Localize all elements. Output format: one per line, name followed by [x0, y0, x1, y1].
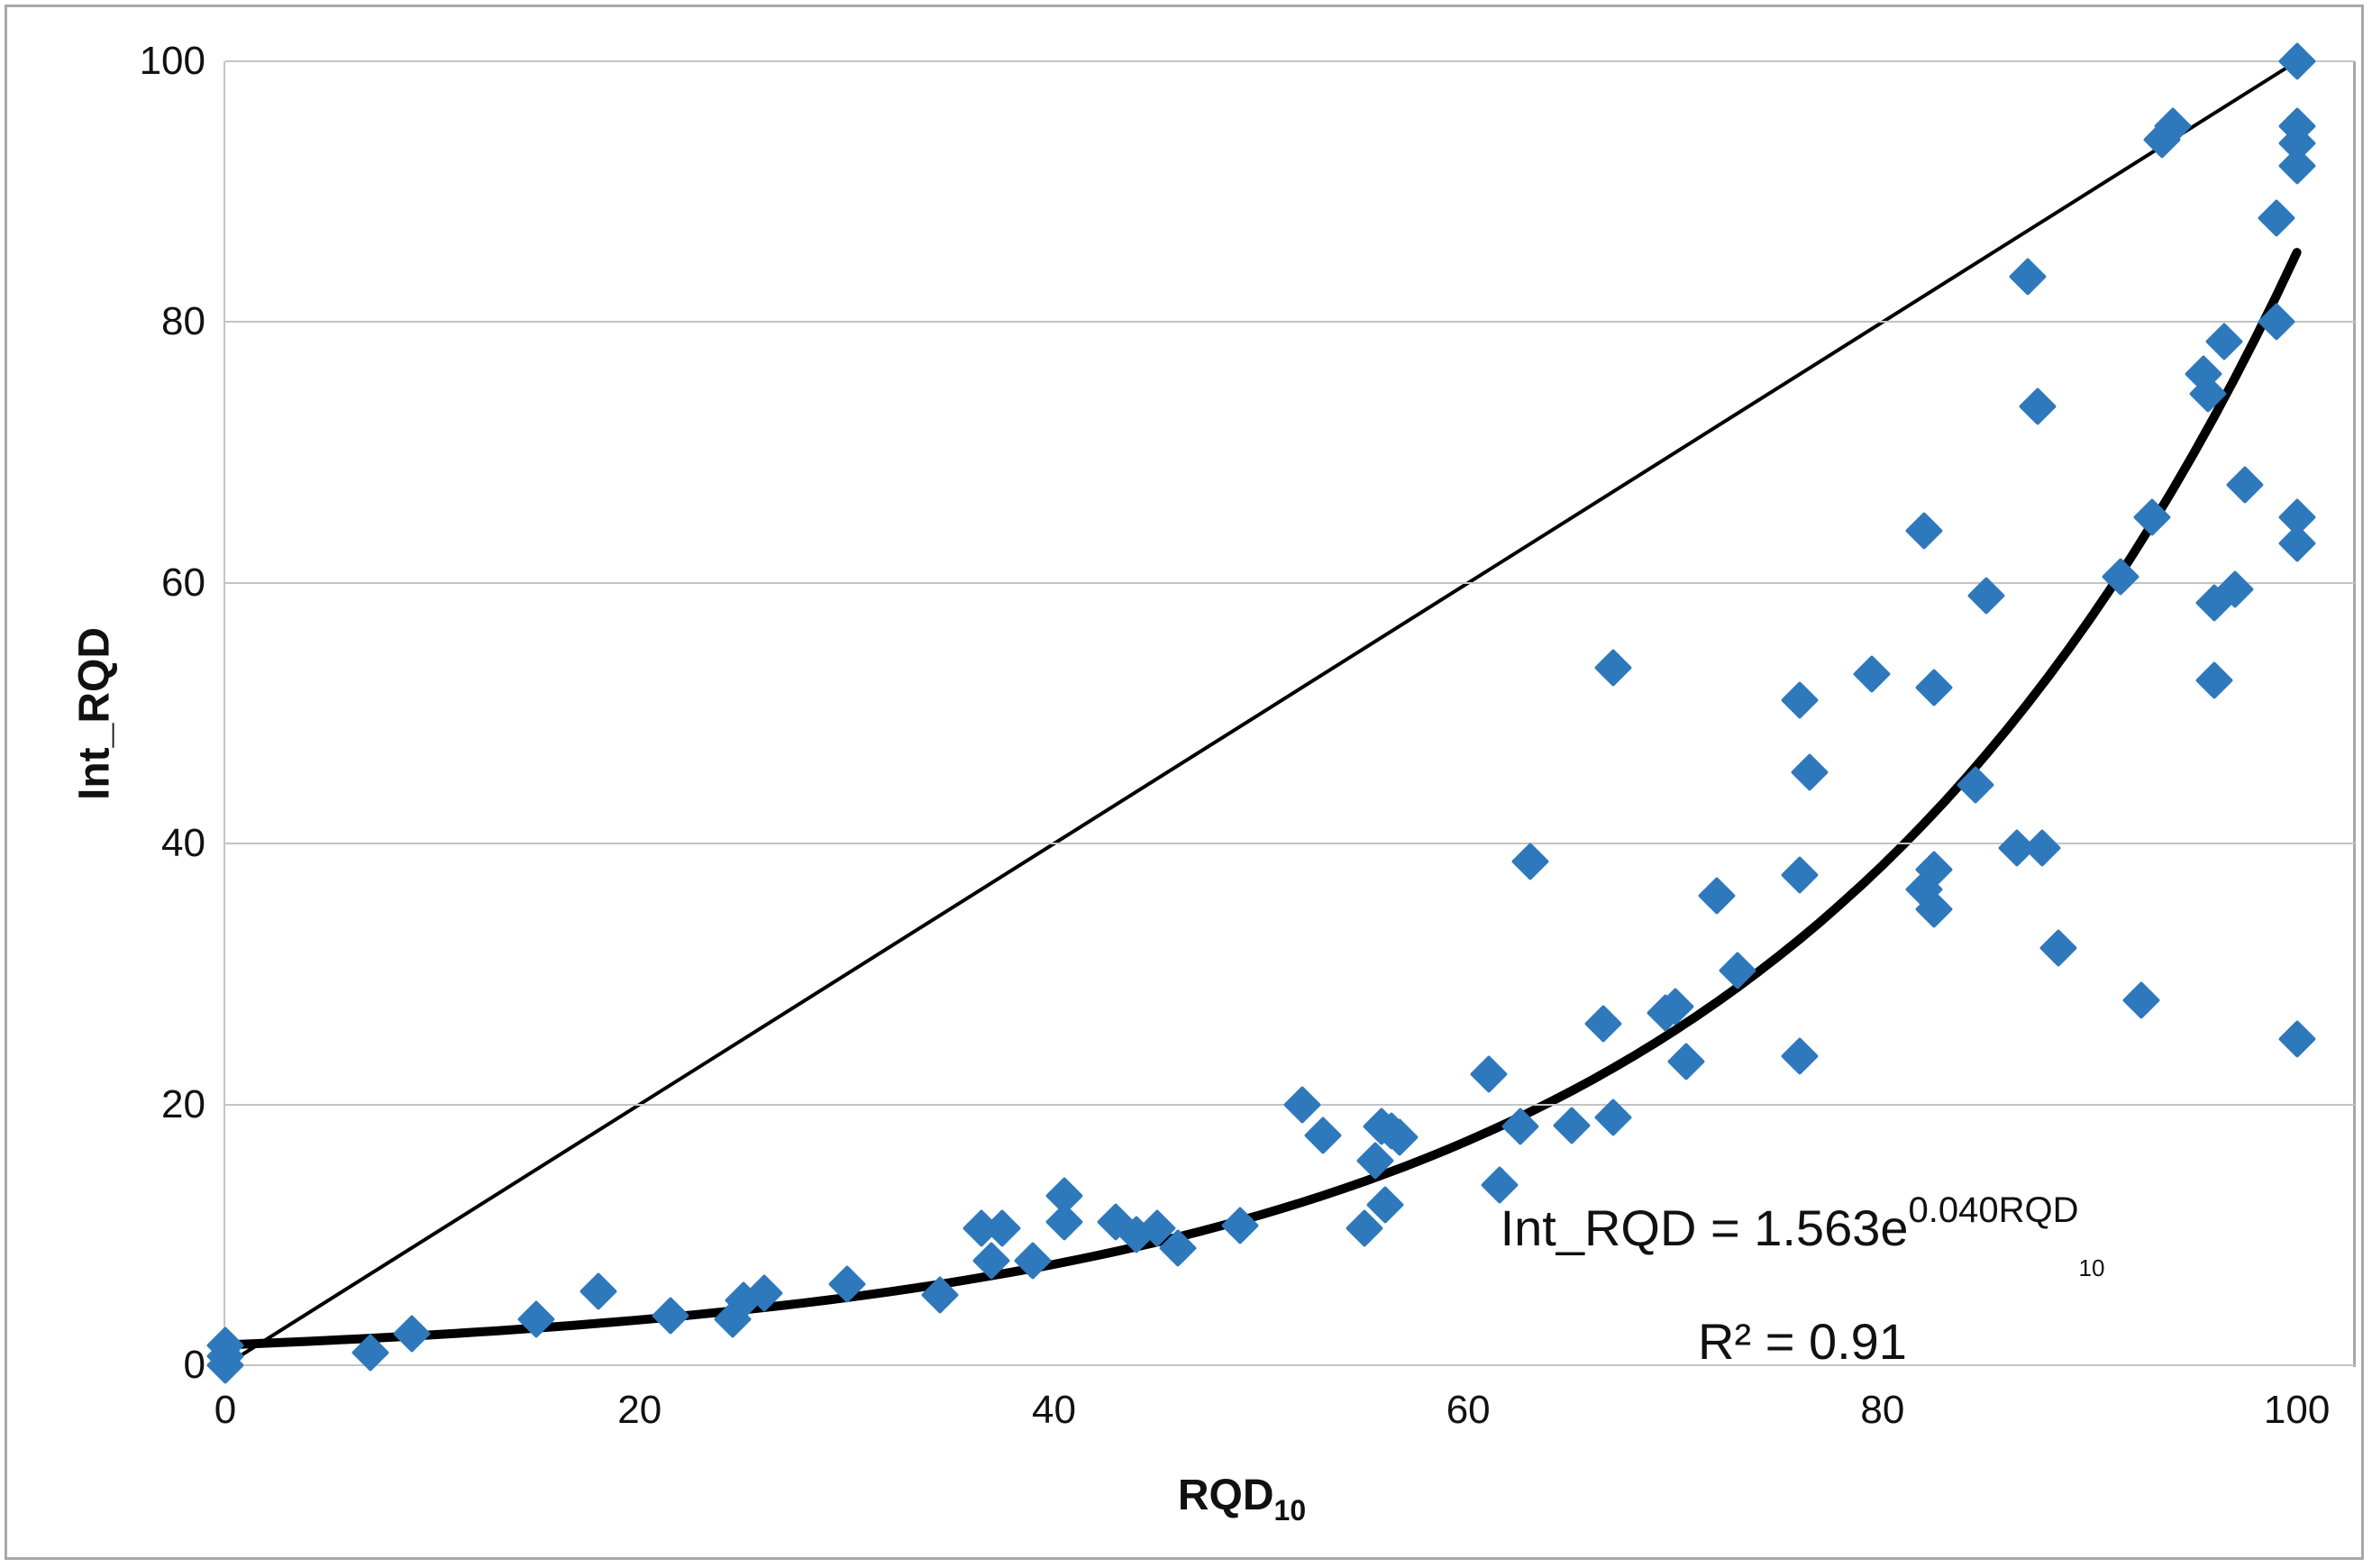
gridline-y-100 [225, 60, 2355, 62]
trend-lines-layer [221, 59, 2302, 1367]
x-tick-label: 40 [1031, 1388, 1076, 1432]
y-tick-label: 100 [139, 39, 205, 83]
gridline-y-80 [225, 321, 2355, 324]
trendline-annotation: Int_RQD = 1.563e0.040RQD 10 R² = 0.91 [1469, 1173, 2136, 1379]
gridline-y-0 [225, 1364, 2355, 1366]
y-axis-title: Int_RQD [70, 627, 119, 800]
gridline-y-40 [225, 843, 2355, 845]
x-axis-title-text: RQD [1177, 1472, 1274, 1519]
plot-area [221, 59, 2355, 1367]
x-tick-label: 60 [1446, 1388, 1491, 1432]
x-tick-label: 100 [2263, 1388, 2331, 1432]
y-tick-label: 20 [161, 1081, 205, 1126]
chart-outer-border [5, 5, 2364, 1560]
identity-line [224, 59, 2299, 1367]
x-tick-label: 20 [617, 1388, 662, 1432]
gridline-y-60 [225, 581, 2355, 584]
x-tick-label: 80 [1860, 1388, 1905, 1432]
equation-exponent: 0.040RQD [1908, 1190, 2079, 1230]
equation-exponent-subscript: 10 [2078, 1254, 2105, 1281]
trendline-equation: Int_RQD = 1.563e0.040RQD 10 [1469, 1173, 2136, 1305]
y-tick-label: 80 [161, 299, 205, 344]
exponential-trend-curve [221, 248, 2302, 1350]
x-axis-title-subscript: 10 [1273, 1494, 1307, 1527]
plot-right-border [2353, 61, 2356, 1367]
x-axis-title: RQD10 [1178, 1471, 1306, 1527]
equation-prefix: Int_RQD = 1.563e [1500, 1199, 1909, 1256]
r-squared-value: R² = 0.91 [1698, 1313, 1907, 1370]
y-tick-label: 0 [183, 1343, 205, 1387]
y-tick-label: 40 [161, 821, 205, 866]
x-tick-label: 0 [214, 1388, 237, 1432]
y-axis-line [224, 61, 225, 1367]
y-tick-label: 60 [161, 560, 205, 605]
